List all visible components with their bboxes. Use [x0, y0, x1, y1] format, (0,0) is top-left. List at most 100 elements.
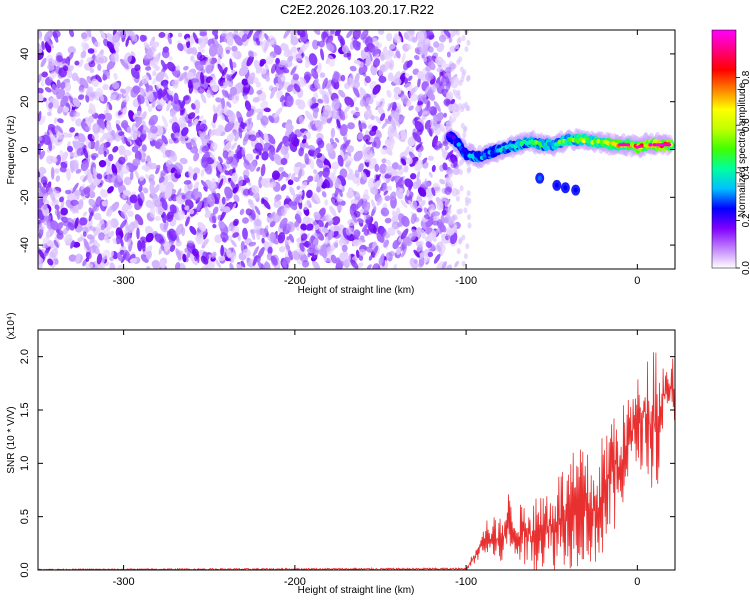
- noise-speckle: [318, 40, 325, 48]
- noise-speckle: [425, 71, 434, 81]
- noise-speckle: [144, 245, 153, 257]
- spectrogram-xlabel: Height of straight line (km): [298, 285, 415, 296]
- noise-speckle: [146, 72, 152, 81]
- spectrogram-ylabel: Frequency (Hz): [6, 116, 17, 185]
- noise-speckle: [145, 232, 154, 243]
- noise-speckle: [55, 154, 62, 166]
- noise-speckle: [355, 249, 360, 258]
- noise-speckle: [113, 41, 121, 49]
- noise-speckle: [375, 115, 382, 124]
- noise-speckle: [381, 158, 387, 164]
- noise-speckle: [174, 132, 180, 139]
- noise-speckle: [456, 248, 461, 255]
- spectrogram-xtick-label: -200: [284, 275, 306, 287]
- noise-speckle: [444, 125, 449, 131]
- noise-speckle: [241, 147, 246, 156]
- noise-speckle: [181, 204, 187, 216]
- noise-speckle: [74, 217, 79, 229]
- noise-speckle: [135, 116, 143, 128]
- noise-speckle: [242, 188, 251, 196]
- noise-speckle: [218, 178, 224, 190]
- noise-speckle: [211, 251, 217, 259]
- noise-speckle: [198, 130, 205, 141]
- noise-speckle: [462, 140, 467, 146]
- noise-speckle: [412, 132, 422, 143]
- noise-speckle: [96, 253, 102, 265]
- noise-speckle: [129, 258, 138, 264]
- noise-speckle: [205, 64, 214, 74]
- noise-speckle: [50, 220, 59, 231]
- noise-speckle: [398, 31, 404, 43]
- noise-speckle: [319, 87, 325, 95]
- noise-speckle: [399, 115, 406, 123]
- noise-speckle: [358, 254, 364, 261]
- noise-speckle: [68, 254, 77, 262]
- noise-speckle: [427, 46, 434, 53]
- noise-speckle: [435, 112, 444, 122]
- noise-speckle: [281, 96, 288, 107]
- band-core: [546, 141, 551, 147]
- noise-speckle: [88, 210, 94, 222]
- noise-speckle: [264, 39, 270, 52]
- noise-speckle: [413, 249, 420, 258]
- noise-speckle: [96, 173, 103, 180]
- noise-speckle: [452, 144, 459, 154]
- noise-speckle: [119, 58, 129, 70]
- noise-speckle: [427, 90, 436, 101]
- noise-speckle: [169, 204, 177, 214]
- noise-speckle: [307, 98, 313, 107]
- noise-speckle: [355, 106, 359, 112]
- noise-speckle: [145, 98, 150, 108]
- noise-speckle: [252, 255, 258, 267]
- noise-speckle: [120, 88, 126, 94]
- noise-speckle: [293, 83, 301, 93]
- noise-speckle: [177, 43, 184, 52]
- noise-speckle: [459, 185, 464, 192]
- noise-speckle: [466, 39, 471, 46]
- noise-speckle: [155, 164, 161, 171]
- noise-speckle: [259, 67, 267, 75]
- noise-speckle: [255, 155, 260, 160]
- noise-speckle: [207, 86, 215, 98]
- noise-speckle: [420, 199, 426, 207]
- noise-speckle: [321, 191, 327, 198]
- noise-speckle: [406, 60, 413, 68]
- noise-speckle: [186, 47, 194, 55]
- noise-speckle: [131, 146, 139, 153]
- noise-speckle: [285, 173, 292, 181]
- noise-speckle: [464, 46, 469, 53]
- noise-speckle: [85, 257, 90, 262]
- noise-speckle: [129, 30, 138, 43]
- noise-speckle: [75, 168, 82, 174]
- noise-speckle: [247, 72, 256, 84]
- noise-speckle: [226, 101, 232, 108]
- noise-speckle: [367, 223, 377, 234]
- noise-speckle: [317, 98, 324, 104]
- noise-speckle: [127, 136, 132, 142]
- noise-speckle: [407, 75, 413, 82]
- noise-speckle: [336, 258, 342, 269]
- noise-speckle: [391, 175, 396, 182]
- noise-speckle: [275, 194, 282, 201]
- noise-speckle: [333, 242, 339, 248]
- noise-speckle: [287, 179, 294, 186]
- noise-speckle: [408, 200, 416, 210]
- snr-x-axis: -300 -200 -100 0: [113, 330, 640, 588]
- noise-speckle: [299, 242, 305, 252]
- noise-speckle: [421, 181, 431, 188]
- noise-speckle: [307, 218, 315, 223]
- noise-speckle: [40, 77, 45, 83]
- noise-speckle: [105, 158, 111, 167]
- noise-speckle: [158, 245, 163, 255]
- noise-speckle: [176, 168, 183, 175]
- noise-speckle: [323, 179, 331, 189]
- noise-speckle: [242, 227, 248, 240]
- noise-speckle: [315, 122, 322, 131]
- noise-speckle: [66, 168, 71, 181]
- noise-speckle: [133, 220, 139, 229]
- noise-speckle: [86, 56, 93, 63]
- noise-speckle: [313, 169, 318, 175]
- noise-speckle: [442, 30, 451, 38]
- snr-y-axis: 0.0 0.5 1.0 1.5 2.0: [19, 349, 675, 578]
- noise-speckle: [117, 264, 124, 269]
